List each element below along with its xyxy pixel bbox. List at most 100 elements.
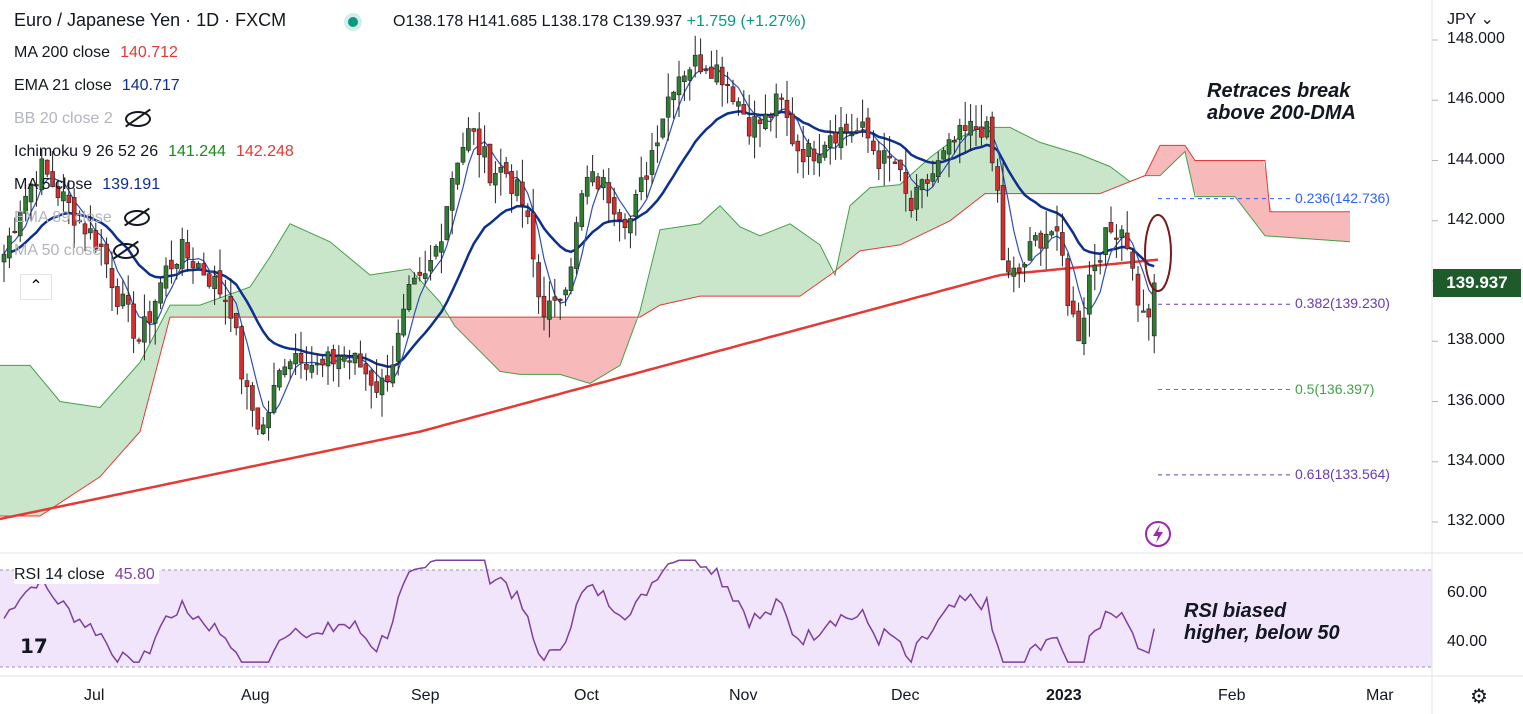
candle-body xyxy=(1043,233,1049,249)
symbol-title[interactable]: Euro / Japanese Yen · 1D · FXCM xyxy=(14,10,287,30)
candle-body xyxy=(471,128,477,132)
candle-body xyxy=(1135,273,1141,306)
candle-body xyxy=(212,275,217,290)
candle-body xyxy=(28,183,34,203)
eye-hidden-icon[interactable] xyxy=(113,242,140,259)
legend-row[interactable]: MA 50 close xyxy=(14,242,140,260)
y-tick-label: 142.000 xyxy=(1447,210,1505,228)
legend-row[interactable]: BB 20 close 2 xyxy=(14,110,151,128)
candle-body xyxy=(1114,237,1119,240)
candle-body xyxy=(925,179,930,184)
currency-selector[interactable]: JPY ⌄ xyxy=(1447,9,1494,29)
y-tick-label: 138.000 xyxy=(1447,331,1505,349)
eye-hidden-icon[interactable] xyxy=(123,209,150,226)
candle-body xyxy=(179,239,185,269)
candle-body xyxy=(703,68,709,72)
legend-label: MA 200 close xyxy=(14,44,111,61)
candle-body xyxy=(1022,263,1027,268)
collapse-legend-button[interactable]: ⌃ xyxy=(20,274,52,300)
ma5-line xyxy=(3,67,1155,414)
legend-value: 142.248 xyxy=(235,143,294,160)
candle-body xyxy=(935,160,941,178)
ohlc-high: H141.685 xyxy=(467,13,538,30)
candle-body xyxy=(314,363,320,366)
candle-body xyxy=(1108,222,1114,233)
tradingview-logo[interactable]: 𝟭𝟳 xyxy=(20,636,48,658)
candle-body xyxy=(147,311,153,323)
candle-body xyxy=(34,184,39,187)
candle-body xyxy=(244,380,250,387)
candle-body xyxy=(1060,232,1065,256)
legend-row[interactable]: MA 5 close 139.191 xyxy=(14,176,160,194)
x-tick-label: Jul xyxy=(84,687,105,704)
candle-body xyxy=(239,326,244,380)
eye-hidden-icon[interactable] xyxy=(124,110,151,127)
candle-body xyxy=(930,173,936,182)
candle-body xyxy=(190,261,196,269)
ohlc-open: O138.178 xyxy=(393,13,464,30)
candle-body xyxy=(7,235,12,259)
candle-body xyxy=(476,128,482,156)
y-tick-label: 134.000 xyxy=(1447,451,1505,469)
flash-icon[interactable] xyxy=(1145,521,1171,547)
candle-body xyxy=(952,140,957,143)
candles xyxy=(1,35,1157,441)
candle-body xyxy=(579,193,585,227)
candle-body xyxy=(417,271,423,276)
candle-body xyxy=(44,159,50,175)
candle-body xyxy=(979,126,984,138)
candle-body xyxy=(730,86,736,102)
candle-body xyxy=(352,352,358,364)
ichimoku-cloud xyxy=(0,126,1351,517)
x-tick-label: Mar xyxy=(1366,687,1394,704)
candle-body xyxy=(336,355,342,370)
candle-body xyxy=(784,99,790,118)
legend-row[interactable]: EMA 21 close 140.717 xyxy=(14,77,180,95)
candle-body xyxy=(406,284,412,310)
candle-body xyxy=(98,243,104,247)
candle-body xyxy=(266,412,271,429)
gear-icon[interactable]: ⚙ xyxy=(1470,686,1488,708)
candle-body xyxy=(158,282,163,304)
span-a-line xyxy=(0,126,1351,409)
market-status-dot xyxy=(348,17,358,27)
candle-body xyxy=(601,177,606,189)
candle-body xyxy=(525,210,531,217)
candle-body xyxy=(892,161,898,164)
legend-row[interactable]: EMA 89 close xyxy=(14,209,150,227)
candle-body xyxy=(622,218,628,229)
candle-body xyxy=(800,148,806,163)
candle-body xyxy=(136,339,142,342)
rsi-legend-value: 45.80 xyxy=(114,566,155,583)
candle-body xyxy=(811,148,817,162)
candle-body xyxy=(17,211,23,237)
candle-body xyxy=(260,424,266,434)
price-annotation: Retraces break above 200-DMA xyxy=(1207,80,1356,124)
candle-body xyxy=(39,158,45,191)
candle-body xyxy=(806,142,811,157)
candle-body xyxy=(347,360,352,363)
candle-body xyxy=(395,332,401,362)
candle-body xyxy=(903,172,909,194)
candle-body xyxy=(719,66,725,86)
ema21-line xyxy=(8,110,1155,368)
candle-body xyxy=(23,195,28,214)
candle-body xyxy=(941,150,946,160)
legend-row[interactable]: MA 200 close 140.712 xyxy=(14,44,178,62)
candle-body xyxy=(228,296,234,319)
candle-body xyxy=(61,191,66,202)
candle-body xyxy=(422,273,428,279)
candle-body xyxy=(773,93,779,117)
candle-body xyxy=(1092,265,1098,272)
candle-body xyxy=(1141,310,1146,313)
rsi-legend-label: RSI 14 close xyxy=(14,566,105,583)
candle-body xyxy=(466,128,471,151)
y-tick-label: 144.000 xyxy=(1447,150,1505,168)
candle-body xyxy=(304,363,309,370)
candle-body xyxy=(433,246,439,257)
legend-row[interactable]: Ichimoku 9 26 52 26 141.244 142.248 xyxy=(14,143,294,161)
candle-body xyxy=(206,273,212,287)
fib-label: 0.5(136.397) xyxy=(1295,380,1375,397)
fib-levels xyxy=(1158,198,1290,476)
